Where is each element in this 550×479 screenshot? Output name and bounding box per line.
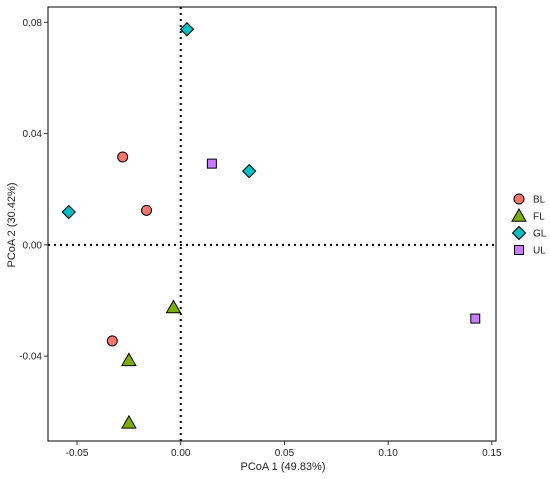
x-tick-label: -0.05	[66, 448, 89, 459]
y-tick-label: 0.08	[23, 18, 43, 29]
legend: BL FL GL UL	[511, 193, 547, 257]
data-points	[61, 22, 481, 429]
y-tick-label: 0.00	[23, 240, 43, 251]
data-point-bl	[117, 151, 129, 163]
y-tick-label: 0.04	[23, 129, 43, 140]
x-tick-label: 0.05	[275, 448, 295, 459]
plot-panel-border	[47, 6, 497, 442]
x-tick-label: 0.10	[378, 448, 398, 459]
data-point-ul	[470, 313, 481, 324]
legend-label-fl: FL	[533, 212, 545, 223]
data-point-gl	[179, 22, 195, 37]
data-point-bl	[106, 335, 118, 347]
legend-key-bl	[513, 193, 525, 205]
y-tick-label: -0.04	[19, 352, 42, 363]
data-point-bl	[141, 204, 153, 216]
legend-key-ul	[514, 245, 524, 255]
data-point-gl	[61, 204, 76, 220]
legend-key-gl	[511, 225, 527, 241]
legend-label-ul: UL	[533, 246, 546, 257]
legend-label-gl: GL	[533, 229, 547, 240]
x-tick-label: 0.00	[171, 448, 191, 459]
plot-area	[47, 6, 497, 442]
y-axis-title: PCoA 2 (30.42%)	[6, 183, 18, 268]
x-axis-title: PCoA 1 (49.83%)	[241, 461, 326, 473]
legend-key-fl	[511, 207, 527, 222]
legend-label-bl: BL	[533, 195, 546, 206]
reference-lines	[48, 7, 496, 441]
x-axis: -0.05 0.00 0.05 0.10 0.15	[66, 441, 502, 459]
data-point-ul	[206, 158, 217, 169]
x-tick-label: 0.15	[482, 448, 502, 459]
data-point-fl	[121, 352, 137, 367]
data-point-fl	[121, 414, 137, 429]
y-axis: -0.04 0.00 0.04 0.08	[19, 18, 48, 363]
data-point-gl	[241, 163, 257, 179]
data-point-fl	[165, 299, 182, 314]
